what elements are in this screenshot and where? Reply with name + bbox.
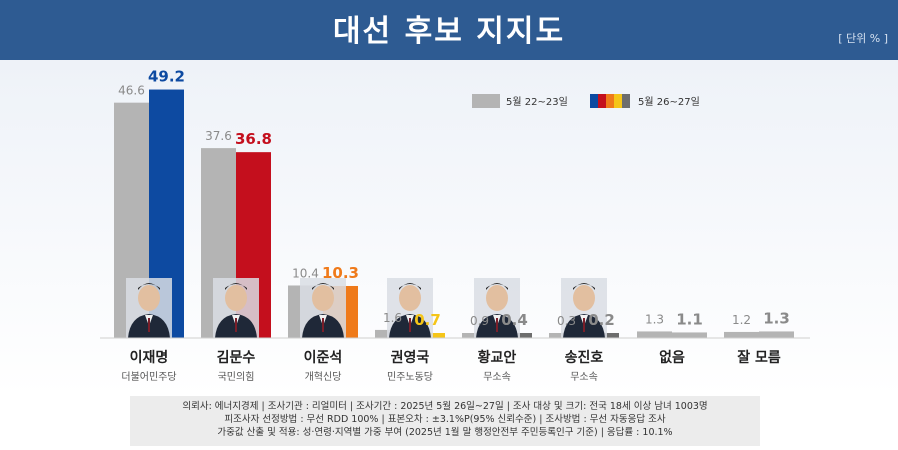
- candidate-photo-4: [474, 278, 520, 338]
- party-name-0: 더불어민주당: [121, 371, 176, 383]
- value-label-curr-7: 1.3: [763, 309, 790, 327]
- header-bar: 대선 후보 지지도 [ 단위 % ]: [0, 0, 898, 60]
- page-title: 대선 후보 지지도: [332, 14, 566, 49]
- candidate-photo-3: [387, 278, 433, 338]
- party-name-4: 무소속: [483, 371, 511, 383]
- legend-swatch-curr: [590, 94, 630, 108]
- bar-prev-6: [637, 331, 672, 338]
- unit-label: [ 단위 % ]: [838, 32, 888, 45]
- value-label-prev-3: 1.6: [383, 311, 402, 325]
- category-name-1: 김문수: [217, 349, 256, 366]
- candidate-photo-0: [126, 278, 172, 338]
- party-name-3: 민주노동당: [387, 371, 433, 383]
- value-label-curr-5: 0.2: [588, 311, 615, 329]
- value-label-curr-0: 49.2: [148, 68, 185, 86]
- category-name-3: 권영국: [391, 349, 430, 366]
- category-name-2: 이준석: [304, 349, 343, 366]
- value-label-curr-4: 0.4: [501, 311, 528, 329]
- candidate-photo-2: [300, 278, 346, 338]
- category-name-4: 황교안: [478, 349, 517, 366]
- value-label-curr-2: 10.3: [322, 264, 359, 282]
- category-name-5: 송진호: [565, 349, 604, 366]
- category-name-0: 이재명: [130, 349, 169, 366]
- value-label-curr-6: 1.1: [676, 310, 703, 328]
- candidate-photo-1: [213, 278, 259, 338]
- value-label-prev-4: 0.9: [470, 314, 489, 328]
- category-name-6: 없음: [659, 350, 685, 366]
- footnote-line-1: 의뢰사: 에너지경제 | 조사기관 : 리얼미터 | 조사기간 : 2025년 …: [182, 401, 708, 412]
- legend-label-prev: 5월 22~23일: [506, 96, 568, 108]
- value-label-curr-3: 0.7: [414, 311, 441, 329]
- bar-curr-6: [672, 332, 707, 338]
- value-label-prev-0: 46.6: [118, 84, 145, 98]
- party-name-1: 국민의힘: [218, 371, 255, 383]
- legend-swatch-prev: [472, 94, 500, 108]
- survey-footnote: 의뢰사: 에너지경제 | 조사기관 : 리얼미터 | 조사기간 : 2025년 …: [130, 396, 760, 446]
- value-label-curr-1: 36.8: [235, 130, 272, 148]
- footnote-line-3: 가중값 산출 및 적용: 성·연령·지역별 가중 부여 (2025년 1월 말 …: [217, 427, 673, 438]
- category-name-7: 잘 모름: [737, 350, 781, 366]
- party-name-5: 무소속: [570, 371, 598, 383]
- value-label-prev-1: 37.6: [205, 129, 232, 143]
- value-label-prev-2: 10.4: [292, 266, 319, 280]
- legend-label-curr: 5월 26~27일: [638, 96, 700, 108]
- legend: 5월 22~23일 5월 26~27일: [472, 94, 700, 108]
- value-label-prev-6: 1.3: [645, 312, 664, 326]
- value-label-prev-7: 1.2: [732, 313, 751, 327]
- bar-curr-7: [759, 331, 794, 338]
- value-label-prev-5: 0.3: [557, 314, 576, 328]
- candidate-photo-5: [561, 278, 607, 338]
- footnote-line-2: 피조사자 선정방법 : 무선 RDD 100% | 표본오차 : ±3.1%P(…: [224, 414, 666, 425]
- party-name-2: 개혁신당: [305, 371, 342, 383]
- bar-prev-7: [724, 331, 759, 338]
